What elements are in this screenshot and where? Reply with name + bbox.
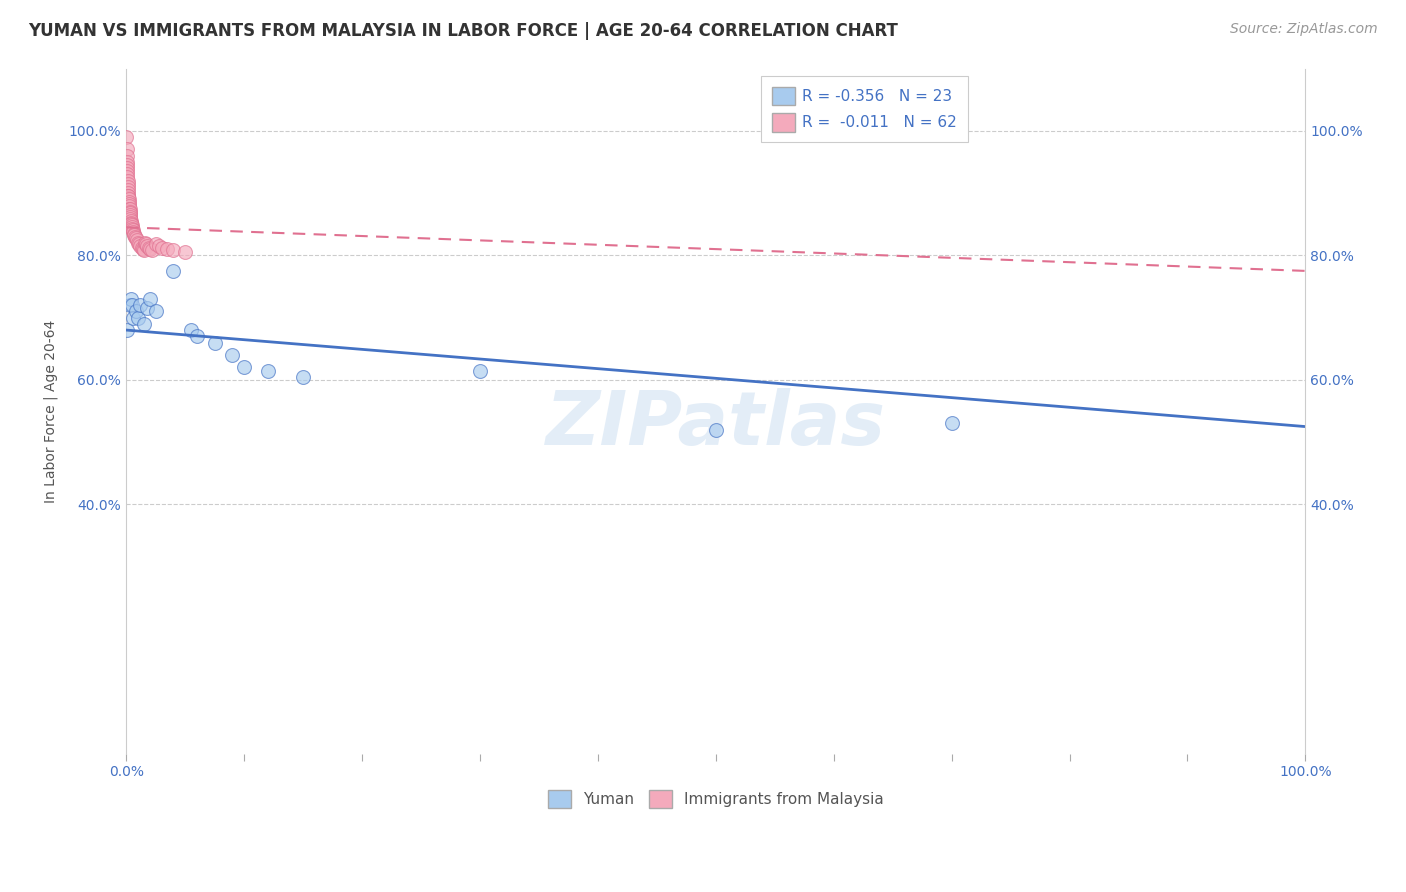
Point	[162, 264, 184, 278]
Point	[120, 214, 142, 228]
Point	[115, 161, 138, 176]
Point	[121, 223, 143, 237]
Point	[122, 225, 145, 239]
Point	[115, 143, 138, 157]
Point	[145, 304, 167, 318]
Point	[139, 292, 162, 306]
Point	[129, 239, 152, 253]
Y-axis label: In Labor Force | Age 20-64: In Labor Force | Age 20-64	[44, 319, 58, 503]
Point	[132, 242, 155, 256]
Legend: Yuman, Immigrants from Malaysia: Yuman, Immigrants from Malaysia	[541, 783, 890, 814]
Point	[124, 228, 146, 243]
Point	[117, 186, 139, 200]
Point	[118, 195, 141, 210]
Point	[118, 202, 141, 216]
Point	[221, 348, 243, 362]
Point	[121, 298, 143, 312]
Point	[127, 235, 149, 250]
Point	[115, 155, 138, 169]
Point	[118, 198, 141, 212]
Point	[136, 239, 159, 253]
Point	[134, 235, 156, 250]
Point	[186, 329, 208, 343]
Point	[118, 196, 141, 211]
Point	[125, 233, 148, 247]
Point	[941, 417, 963, 431]
Point	[122, 227, 145, 241]
Point	[120, 217, 142, 231]
Point	[180, 323, 202, 337]
Point	[129, 298, 152, 312]
Point	[150, 241, 173, 255]
Point	[132, 317, 155, 331]
Point	[118, 208, 141, 222]
Text: Source: ZipAtlas.com: Source: ZipAtlas.com	[1230, 22, 1378, 37]
Point	[117, 167, 139, 181]
Point	[120, 210, 142, 224]
Point	[117, 173, 139, 187]
Point	[156, 242, 179, 256]
Point	[139, 242, 162, 256]
Point	[118, 202, 141, 216]
Point	[117, 189, 139, 203]
Text: YUMAN VS IMMIGRANTS FROM MALAYSIA IN LABOR FORCE | AGE 20-64 CORRELATION CHART: YUMAN VS IMMIGRANTS FROM MALAYSIA IN LAB…	[28, 22, 898, 40]
Point	[117, 191, 139, 205]
Point	[121, 220, 143, 235]
Point	[121, 222, 143, 236]
Point	[292, 369, 315, 384]
Point	[138, 241, 160, 255]
Point	[256, 363, 278, 377]
Point	[120, 212, 142, 227]
Point	[115, 164, 138, 178]
Point	[162, 244, 184, 258]
Point	[118, 206, 141, 220]
Point	[117, 179, 139, 194]
Point	[128, 237, 150, 252]
Point	[117, 177, 139, 191]
Point	[122, 310, 145, 325]
Point	[127, 310, 149, 325]
Point	[121, 219, 143, 233]
Point	[117, 189, 139, 203]
Point	[117, 192, 139, 206]
Point	[233, 360, 256, 375]
Point	[120, 216, 142, 230]
Point	[124, 304, 146, 318]
Point	[131, 241, 153, 255]
Point	[141, 244, 163, 258]
Point	[145, 237, 167, 252]
Point	[118, 204, 141, 219]
Point	[468, 363, 491, 377]
Point	[704, 423, 727, 437]
Point	[118, 203, 141, 218]
Text: ZIPatlas: ZIPatlas	[546, 388, 886, 461]
Point	[124, 231, 146, 245]
Point	[174, 244, 197, 259]
Point	[117, 170, 139, 185]
Point	[148, 239, 170, 253]
Point	[117, 192, 139, 206]
Point	[117, 323, 139, 337]
Point	[124, 229, 146, 244]
Point	[118, 204, 141, 219]
Point	[115, 149, 138, 163]
Point	[115, 130, 138, 145]
Point	[132, 244, 155, 258]
Point	[115, 158, 138, 172]
Point	[135, 237, 157, 252]
Point	[204, 335, 226, 350]
Point	[120, 292, 142, 306]
Point	[118, 298, 141, 312]
Point	[136, 301, 159, 316]
Point	[117, 183, 139, 197]
